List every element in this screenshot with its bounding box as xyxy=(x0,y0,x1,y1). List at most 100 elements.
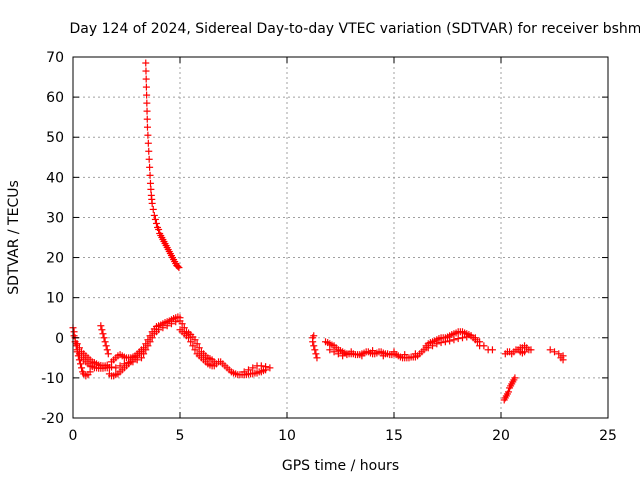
data-point xyxy=(143,99,151,107)
data-point xyxy=(103,346,111,354)
data-point xyxy=(142,67,150,75)
grid-lines xyxy=(73,57,608,418)
data-point xyxy=(471,334,479,342)
data-point xyxy=(240,368,248,376)
data-point xyxy=(116,362,124,370)
data-point xyxy=(125,359,133,367)
data-point xyxy=(142,340,150,348)
data-point xyxy=(189,342,197,350)
data-point xyxy=(143,123,151,131)
data-point xyxy=(163,322,171,330)
y-tick-label: 30 xyxy=(46,210,64,226)
data-point xyxy=(313,354,321,362)
data-point xyxy=(145,147,153,155)
data-point xyxy=(155,225,163,233)
data-point xyxy=(78,364,86,372)
data-point xyxy=(146,171,154,179)
data-point xyxy=(150,211,158,219)
data-points xyxy=(69,59,567,404)
data-point xyxy=(551,348,558,356)
data-point xyxy=(193,340,201,348)
data-point xyxy=(143,91,151,99)
data-point xyxy=(463,333,471,341)
data-point xyxy=(144,139,152,147)
data-point xyxy=(401,351,409,359)
data-point xyxy=(343,351,351,359)
data-point xyxy=(148,199,156,207)
data-point xyxy=(187,338,195,346)
data-point xyxy=(76,360,84,368)
data-point xyxy=(546,346,554,354)
data-point xyxy=(191,336,199,344)
data-point xyxy=(358,352,366,360)
data-point xyxy=(191,346,199,354)
y-tick-label: 10 xyxy=(46,291,64,307)
data-point xyxy=(310,332,318,340)
data-point xyxy=(73,340,81,348)
data-point xyxy=(104,350,112,358)
data-point xyxy=(75,344,83,352)
data-point xyxy=(140,344,148,352)
data-point xyxy=(145,155,153,163)
data-point xyxy=(437,339,445,347)
data-point xyxy=(262,363,270,371)
data-point xyxy=(151,215,159,223)
data-point xyxy=(129,358,137,366)
data-point xyxy=(521,348,529,356)
data-point xyxy=(504,388,512,396)
data-point xyxy=(143,107,151,115)
data-point xyxy=(266,364,274,372)
data-point xyxy=(390,348,398,356)
data-point xyxy=(146,163,154,171)
data-point xyxy=(411,350,419,358)
data-point xyxy=(446,337,454,345)
data-point xyxy=(149,205,157,213)
data-point xyxy=(86,368,94,376)
data-point xyxy=(559,352,567,360)
data-point xyxy=(140,350,148,358)
data-point xyxy=(137,354,145,362)
x-tick-label: 5 xyxy=(176,428,185,444)
data-point xyxy=(441,338,449,346)
data-point xyxy=(458,334,466,342)
data-point xyxy=(429,342,437,350)
data-point xyxy=(527,346,535,354)
y-tick-label: -10 xyxy=(41,371,64,387)
x-tick-label: 15 xyxy=(385,428,403,444)
data-point xyxy=(142,83,150,91)
data-point xyxy=(180,324,188,332)
x-axis-label: GPS time / hours xyxy=(282,458,399,474)
data-point xyxy=(172,318,180,326)
data-point xyxy=(379,352,387,360)
data-point xyxy=(467,332,475,340)
data-point xyxy=(369,347,377,355)
data-point xyxy=(476,338,484,346)
data-point xyxy=(101,338,109,346)
axis-ticks: 0 5 10 15 20 25 -20 -10 0 10 20 30 40 50 60 70 xyxy=(41,50,617,444)
y-tick-label: -20 xyxy=(41,411,64,427)
data-point xyxy=(103,361,111,369)
data-point xyxy=(511,374,519,382)
data-point xyxy=(143,115,151,123)
data-point xyxy=(167,320,175,328)
data-point xyxy=(100,334,108,342)
data-point xyxy=(433,340,441,348)
data-point xyxy=(454,335,462,343)
data-point xyxy=(144,131,152,139)
data-point xyxy=(480,342,488,350)
chart-title: Day 124 of 2024, Sidereal Day-to-day VTE… xyxy=(70,21,640,37)
x-tick-label: 0 xyxy=(69,428,78,444)
data-point xyxy=(146,332,154,340)
data-point xyxy=(347,348,355,356)
data-point xyxy=(326,346,334,354)
data-point xyxy=(555,350,563,358)
data-point xyxy=(339,352,347,360)
data-point xyxy=(142,75,150,83)
data-point xyxy=(175,264,183,272)
data-point xyxy=(488,346,496,354)
data-point xyxy=(146,179,154,187)
data-point xyxy=(424,344,432,352)
data-point xyxy=(112,364,120,372)
data-point xyxy=(334,350,342,358)
